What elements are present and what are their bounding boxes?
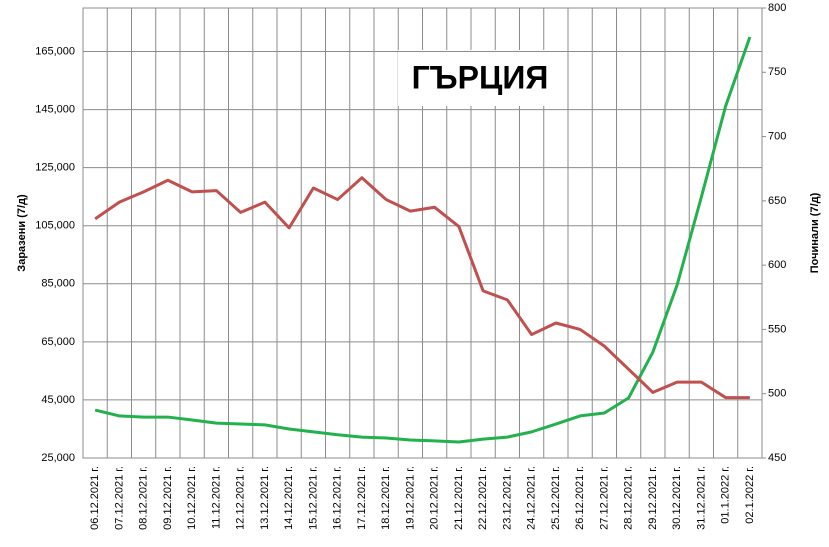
x-tick-label: 22.12.2021 г. xyxy=(477,466,489,530)
x-tick-label: 25.12.2021 г. xyxy=(550,466,562,530)
x-tick-label: 13.12.2021 г. xyxy=(259,466,271,530)
data-line xyxy=(94,176,750,400)
title-box xyxy=(398,50,562,106)
x-tick-label: 15.12.2021 г. xyxy=(307,466,319,530)
x-tick-label: 06.12.2021 г. xyxy=(89,466,101,530)
data-line xyxy=(94,36,752,444)
x-tick-label: 20.12.2021 г. xyxy=(429,466,441,530)
x-tick-label: 28.12.2021 г. xyxy=(623,466,635,530)
y-axis-label: Заразени (7/д) xyxy=(16,194,28,272)
x-tick-label: 16.12.2021 г. xyxy=(332,466,344,530)
x-tick-label: 08.12.2021 г. xyxy=(138,466,150,530)
x-tick-label: 31.12.2021 г. xyxy=(695,466,707,530)
y-tick-label: 65,000 xyxy=(41,336,75,348)
x-tick-label: 29.12.2021 г. xyxy=(647,466,659,530)
x-tick-label: 12.12.2021 г. xyxy=(235,466,247,530)
x-tick-label: 10.12.2021 г. xyxy=(186,466,198,530)
y2-tick-label: 800 xyxy=(768,2,786,14)
y-tick-label: 165,000 xyxy=(35,45,75,57)
y2-tick-label: 650 xyxy=(768,195,786,207)
y-tick-label: 125,000 xyxy=(35,162,75,174)
x-tick-label: 11.12.2021 г. xyxy=(210,466,222,529)
x-tick-label: 02.1.2022 г. xyxy=(744,466,756,524)
x-tick-label: 14.12.2021 г. xyxy=(283,466,295,530)
x-tick-label: 24.12.2021 г. xyxy=(526,466,538,530)
x-tick-label: 27.12.2021 г. xyxy=(598,466,610,530)
y2-tick-label: 750 xyxy=(768,66,786,78)
y2-axis-label: Починали (7/д) xyxy=(809,192,821,273)
x-tick-label: 19.12.2021 г. xyxy=(404,466,416,530)
x-tick-label: 01.1.2022 г. xyxy=(720,466,732,524)
x-tick-label: 17.12.2021 г. xyxy=(356,466,368,530)
x-tick-label: 18.12.2021 г. xyxy=(380,466,392,530)
x-tick-label: 09.12.2021 г. xyxy=(162,466,174,530)
chart-title: ГЪРЦИЯ xyxy=(412,59,549,95)
x-tick-label: 23.12.2021 г. xyxy=(501,466,513,530)
y2-tick-label: 500 xyxy=(768,388,786,400)
y2-tick-label: 700 xyxy=(768,130,786,142)
y-tick-label: 85,000 xyxy=(41,278,75,290)
y-tick-label: 45,000 xyxy=(41,394,75,406)
x-tick-label: 07.12.2021 г. xyxy=(113,466,125,530)
y-tick-label: 145,000 xyxy=(35,104,75,116)
y2-tick-label: 550 xyxy=(768,323,786,335)
y2-tick-label: 450 xyxy=(768,452,786,464)
y-tick-label: 25,000 xyxy=(41,452,75,464)
x-tick-label: 30.12.2021 г. xyxy=(671,466,683,530)
x-tick-label: 21.12.2021 г. xyxy=(453,466,465,530)
y2-tick-label: 600 xyxy=(768,259,786,271)
x-tick-label: 26.12.2021 г. xyxy=(574,466,586,530)
y-tick-label: 105,000 xyxy=(35,220,75,232)
plot-border xyxy=(82,7,763,459)
